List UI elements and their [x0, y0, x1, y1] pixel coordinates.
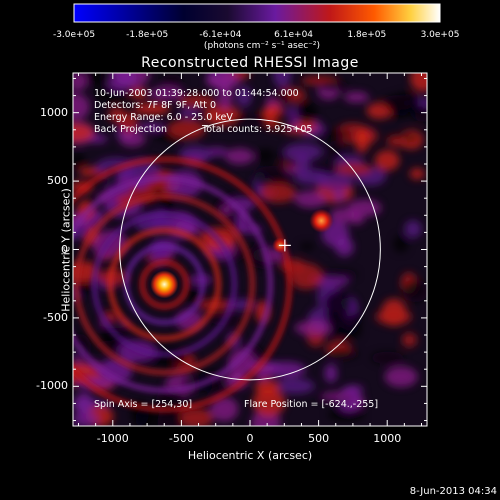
secondary-source	[309, 208, 334, 233]
y-tick-label: 0	[61, 242, 68, 256]
x-tick-label: 0	[246, 432, 254, 445]
spin-axis-marker	[278, 239, 291, 252]
time-range-label: 10-Jun-2003 01:39:28.000 to 01:44:54.000	[94, 88, 299, 99]
x-tick-label: 500	[308, 432, 330, 445]
x-tick-label: -500	[168, 432, 194, 445]
detectors-label: Detectors: 7F 8F 9F, Att 0	[94, 100, 217, 111]
total-counts-label: Total counts: 3.925+05	[202, 124, 313, 135]
footer-date: 8-Jun-2013 04:34	[409, 486, 497, 497]
y-tick-label: 500	[47, 174, 68, 188]
y-tick-label: -500	[43, 310, 68, 324]
axis-ticks	[73, 73, 427, 426]
colorbar	[73, 3, 441, 23]
colorbar-units-label: (photons cm⁻² s⁻¹ asec⁻²)	[203, 41, 321, 51]
solar-limb-circle	[119, 118, 381, 381]
colorbar-tick-label: -1.8e+05	[126, 30, 169, 40]
colorbar-tick-label: -3.0e+05	[52, 30, 96, 40]
x-axis-label: Heliocentric X (arcsec)	[187, 449, 313, 462]
y-tick-label: -1000	[36, 379, 68, 393]
colorbar-tick-label: 6.1e+04	[274, 30, 314, 40]
colorbar-tick-label: -6.1e+04	[199, 30, 242, 40]
y-tick-label: 1000	[40, 105, 68, 119]
primary-flare-source	[150, 270, 179, 299]
colorbar-tick-label: 1.8e+05	[347, 30, 387, 40]
colorbar-tick-label: 3.0e+05	[420, 30, 460, 40]
spin-axis-label: Spin Axis = [254,30]	[94, 399, 193, 410]
energy-range-label: Energy Range: 6.0 - 25.0 keV	[94, 112, 233, 123]
x-tick-label: -1000	[96, 432, 129, 445]
x-tick-label: 1000	[373, 432, 402, 445]
flare-position-label: Flare Position = [-624.,-255]	[244, 399, 379, 410]
heatmap-image	[73, 73, 427, 426]
y-axis-label: Heliocentric Y (arcsec)	[59, 188, 73, 312]
method-label: Back Projection	[94, 124, 168, 135]
plot-title: Reconstructed RHESSI Image	[141, 55, 359, 71]
